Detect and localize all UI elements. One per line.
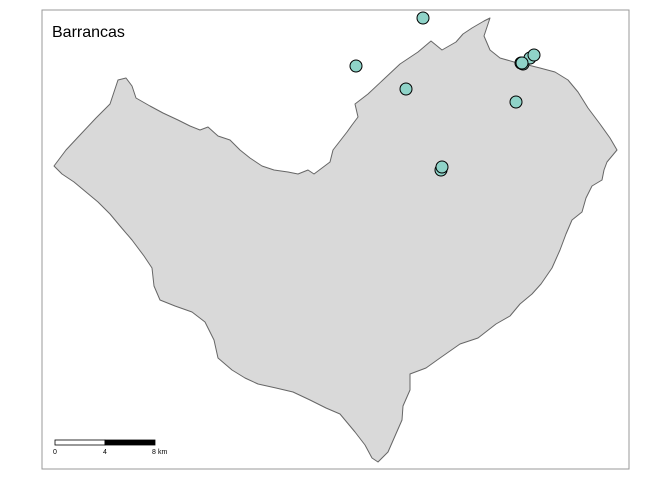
map-point-10[interactable] [527, 48, 541, 62]
scale-tick-4: 4 [103, 449, 107, 456]
map-title: Barrancas [52, 24, 125, 41]
scale-bar: 0 4 8 km [53, 439, 168, 456]
map-point-11[interactable] [515, 56, 529, 70]
map-point-2[interactable] [349, 59, 363, 73]
map-point-5[interactable] [435, 160, 449, 174]
scale-tick-8: 8 [152, 449, 156, 456]
map-point-1[interactable] [416, 11, 430, 25]
map-point-6[interactable] [509, 95, 523, 109]
scale-unit: km [158, 449, 168, 456]
scale-bar-segment-black [104, 439, 156, 446]
map-point-3[interactable] [399, 82, 413, 96]
municipality-polygon[interactable] [53, 17, 618, 463]
scale-bar-segment-white [54, 439, 106, 446]
scale-tick-0: 0 [53, 449, 57, 456]
points-layer [349, 11, 541, 177]
